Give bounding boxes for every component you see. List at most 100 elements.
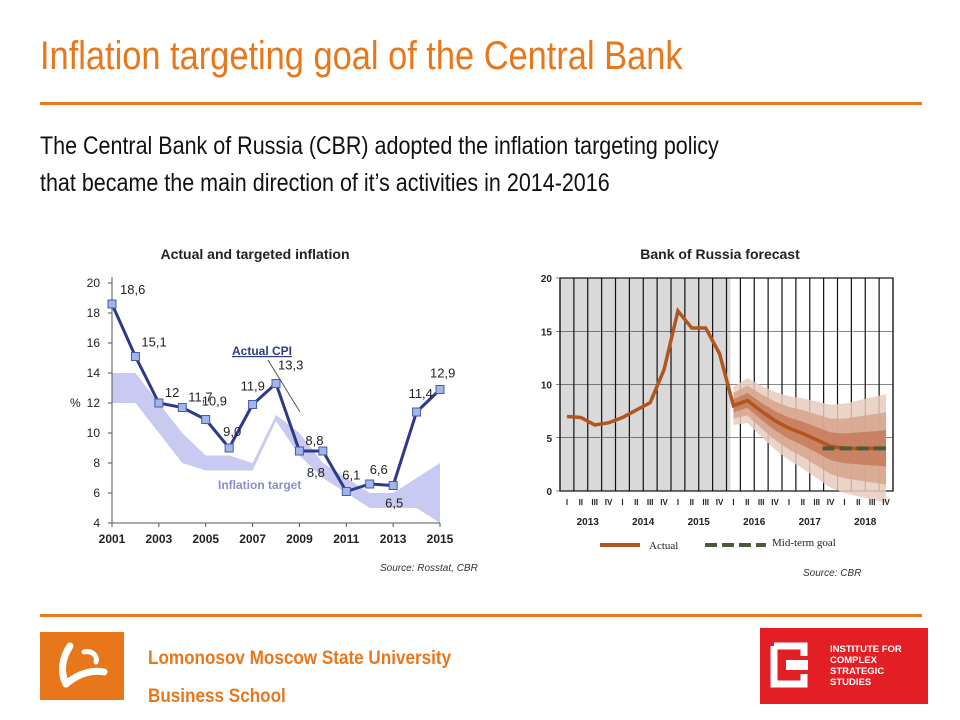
x-tick-label: 2001 (99, 532, 126, 546)
cpi-point (294, 446, 304, 456)
y-tick-label: 0 (546, 487, 552, 498)
source-note-left: Source: Rosstat, CBR (380, 563, 478, 574)
quarter-label: I (677, 498, 679, 507)
cpi-point (130, 352, 140, 361)
quarter-label: IV (716, 498, 724, 507)
quarter-label: I (843, 498, 845, 507)
target-band (112, 373, 440, 523)
y-tick-label: 4 (93, 516, 100, 530)
chart-title-left: Actual and targeted inflation (160, 246, 350, 262)
x-tick-label: 2015 (427, 532, 454, 546)
year-label: 2018 (854, 517, 877, 528)
y-tick-label: 6 (93, 486, 100, 500)
cpi-data-label: 6,6 (370, 462, 388, 477)
quarter-label: III (758, 498, 765, 507)
quarter-label: II (579, 498, 583, 507)
y-tick-label: 10 (87, 426, 101, 440)
quarter-label: II (634, 498, 638, 507)
slide-subtitle: The Central Bank of Russia (CBR) adopted… (40, 128, 900, 202)
cpi-point (271, 379, 281, 388)
y-tick-label: 16 (87, 336, 101, 350)
quarter-label: IV (827, 498, 835, 507)
university-block: Lomonosov Moscow State University Busine… (148, 640, 451, 716)
y-tick-label: 10 (541, 381, 553, 392)
cpi-data-label: 6,1 (342, 468, 360, 483)
subtitle-line: The Central Bank of Russia (CBR) adopted… (40, 132, 719, 160)
institute-mark-icon (770, 642, 808, 688)
subtitle-line: that became the main direction of it’s a… (40, 169, 610, 197)
cpi-point (365, 479, 375, 489)
cpi-point (318, 446, 328, 456)
quarter-label: IV (660, 498, 668, 507)
quarter-label: I (788, 498, 790, 507)
quarter-label: III (591, 498, 598, 507)
cpi-point (388, 481, 398, 490)
quarter-label: IV (605, 498, 613, 507)
x-tick-label: 2011 (333, 532, 359, 546)
quarter-label: I (621, 498, 623, 507)
plot-frame (559, 277, 894, 492)
cpi-point (224, 443, 234, 453)
cpi-data-label: 10,9 (202, 394, 227, 409)
annotation-inflation-target: Inflation target (218, 478, 301, 492)
cpi-point (107, 299, 117, 309)
institute-logo: INSTITUTE FOR COMPLEX STRATEGIC STUDIES (760, 628, 928, 704)
y-tick-label: 8 (93, 456, 100, 470)
quarter-label: I (732, 498, 734, 507)
y-tick-label: 5 (546, 434, 552, 445)
cpi-point (177, 403, 187, 412)
cpi-data-label: 6,5 (385, 496, 403, 511)
y-tick-label: 20 (541, 274, 553, 285)
x-tick-label: 2007 (239, 532, 266, 546)
quarter-label: I (566, 498, 568, 507)
title-divider (40, 102, 922, 105)
annotation-actual-cpi: Actual CPI (232, 344, 292, 358)
quarter-label: II (856, 498, 860, 507)
annotation-leader (267, 359, 301, 413)
school-name: Business School (148, 686, 286, 707)
y-tick-label: 18 (87, 306, 101, 320)
cpi-data-label: 15,1 (141, 335, 166, 350)
quarter-label: III (647, 498, 654, 507)
cpi-data-label: 8,8 (307, 465, 325, 480)
y-tick-label: 15 (541, 327, 553, 338)
leaf-icon (59, 642, 108, 688)
business-school-logo (40, 632, 124, 700)
chart-title-right: Bank of Russia forecast (640, 246, 800, 262)
y-axis-label: % (70, 396, 81, 410)
cpi-point (154, 398, 164, 408)
cpi-data-label: 13,3 (278, 358, 303, 373)
year-label: 2016 (743, 517, 766, 528)
y-tick-label: 14 (87, 366, 101, 380)
cpi-data-label: 18,6 (120, 282, 145, 297)
cpi-data-label: 11,7 (188, 390, 212, 405)
cpi-data-label: 12,9 (430, 366, 455, 381)
y-tick-label: 12 (87, 396, 101, 410)
institute-logo-text: INSTITUTE FOR COMPLEX STRATEGIC STUDIES (830, 644, 902, 688)
university-name: Lomonosov Moscow State University (148, 648, 452, 669)
quarter-label: III (869, 498, 876, 507)
cpi-data-label: 12 (165, 385, 179, 400)
quarter-label: III (702, 498, 709, 507)
year-label: 2014 (632, 517, 655, 528)
quarter-label: IV (882, 498, 890, 507)
x-tick-label: 2003 (146, 532, 173, 546)
cpi-point (201, 415, 211, 424)
legend-actual-label: Actual (649, 540, 678, 552)
x-tick-label: 2009 (286, 532, 313, 546)
cpi-data-label: 8,8 (305, 433, 323, 448)
cpi-point (248, 400, 258, 409)
quarter-label: III (813, 498, 820, 507)
footer-divider (40, 614, 922, 617)
source-note-right: Source: CBR (803, 568, 862, 579)
year-label: 2013 (577, 517, 600, 528)
x-tick-label: 2013 (380, 532, 407, 546)
cpi-data-label: 9,0 (223, 424, 241, 439)
year-label: 2015 (688, 517, 711, 528)
cpi-point (435, 385, 445, 394)
y-tick-label: 20 (87, 276, 101, 290)
cpi-point (412, 407, 422, 417)
x-tick-label: 2005 (192, 532, 219, 546)
cpi-point (341, 487, 351, 496)
